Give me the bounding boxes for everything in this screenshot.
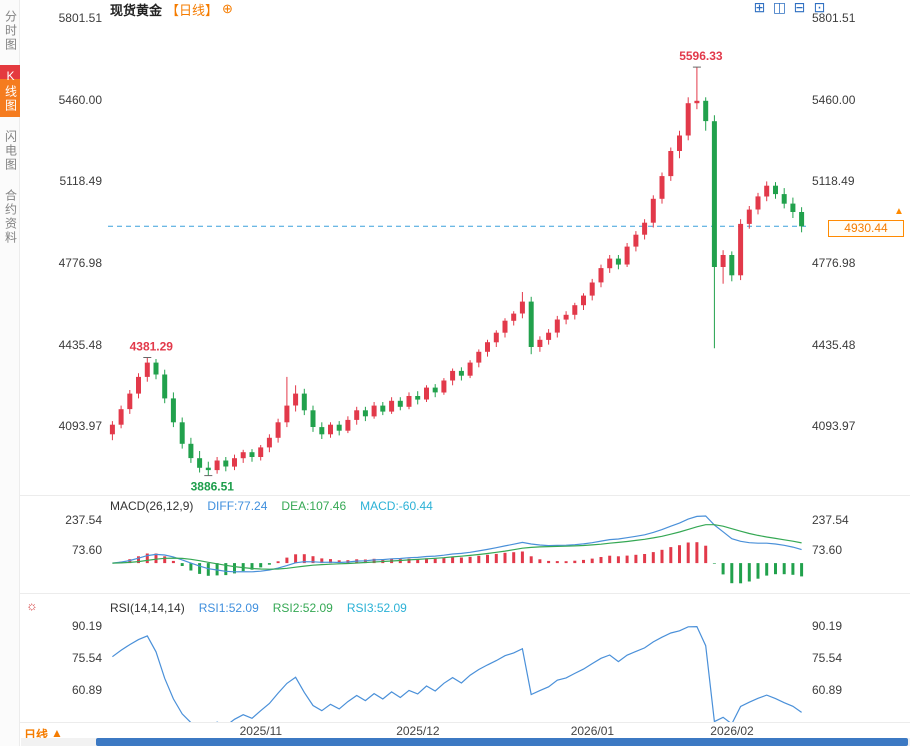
layout-popout-icon[interactable]: ⊡ — [813, 0, 826, 15]
macd-name: MACD(26,12,9) — [110, 499, 194, 513]
x-axis-label: 2026/01 — [570, 724, 615, 738]
macd-chart[interactable] — [108, 498, 806, 592]
add-indicator-icon[interactable]: ⊕ — [222, 1, 233, 16]
time-axis: 2025/11 2025/12 2026/01 2026/02 — [108, 724, 806, 739]
axis-tick-label: 5118.49 — [812, 174, 855, 189]
axis-tick-label: 4093.97 — [58, 419, 102, 434]
indicator-settings-icon[interactable]: ☼ — [26, 598, 38, 613]
axis-tick-label: 5118.49 — [59, 174, 103, 189]
x-axis-label: 2025/12 — [396, 724, 440, 738]
rsi-label-row: RSI(14,14,14) RSI1:52.09 RSI2:52.09 RSI3… — [110, 601, 407, 615]
layout-toolbar: ⊞ ◫ ⊟ ⊡ — [752, 0, 827, 15]
panel-divider — [20, 593, 910, 594]
axis-tick-label: 73.60 — [812, 542, 843, 557]
layout-rows-icon[interactable]: ⊟ — [793, 0, 806, 15]
axis-tick-label: 5460.00 — [58, 92, 102, 107]
chart-header: 现货黄金 【日线】 ⊕ — [110, 1, 233, 18]
symbol-title: 现货黄金 — [110, 2, 163, 18]
axis-tick-label: 5801.51 — [58, 11, 102, 26]
chevron-up-icon: ▲ — [51, 726, 63, 740]
panel-divider — [20, 495, 910, 496]
rsi1-value: RSI1:52.09 — [198, 601, 259, 615]
axis-tick-label: 4776.98 — [812, 255, 856, 270]
rsi-name: RSI(14,14,14) — [110, 601, 185, 615]
sidebar-tab-lightning-chart[interactable]: 闪电图 — [3, 130, 18, 172]
panel-divider — [20, 722, 910, 723]
axis-tick-label: 75.54 — [812, 650, 843, 665]
macd-macd-value: MACD:-60.44 — [360, 499, 433, 513]
sidebar-tab-time-chart[interactable]: 分时图 — [3, 10, 18, 52]
price-annotation: 5596.33 — [679, 49, 723, 63]
axis-tick-label: 5460.00 — [812, 92, 856, 107]
axis-tick-label: 75.54 — [71, 650, 102, 665]
rsi2-value: RSI2:52.09 — [272, 601, 333, 615]
axis-tick-label: 90.19 — [812, 618, 843, 633]
x-axis-label: 2026/02 — [710, 724, 754, 738]
axis-tick-label: 60.89 — [812, 682, 843, 697]
axis-tick-label: 237.54 — [812, 513, 849, 528]
layout-columns-icon[interactable]: ◫ — [772, 0, 787, 15]
x-axis-label: 2025/11 — [239, 724, 283, 738]
sidebar-tab-kline-chart[interactable]: K线图 — [0, 65, 20, 117]
axis-tick-label: 4093.97 — [812, 419, 856, 434]
current-price-tag: 4930.44 — [828, 220, 904, 237]
main-candlestick-chart[interactable]: 4381.29 3886.51 5596.33 — [108, 16, 806, 494]
macd-diff-value: DIFF:77.24 — [207, 499, 268, 513]
axis-tick-label: 237.54 — [65, 513, 102, 528]
axis-tick-label: 73.60 — [71, 542, 102, 557]
macd-dea-value: DEA:107.46 — [281, 499, 347, 513]
scrollbar-thumb[interactable] — [96, 738, 908, 746]
price-up-arrow-icon: ▲ — [894, 206, 904, 217]
period-tag: 【日线】 — [166, 2, 219, 18]
sidebar: 分时图 K线图 闪电图 合约资料 — [0, 0, 20, 746]
price-annotation: 4381.29 — [130, 340, 174, 354]
price-annotation: 3886.51 — [191, 480, 235, 494]
axis-tick-label: 4776.98 — [58, 255, 102, 270]
sidebar-tab-contract-info[interactable]: 合约资料 — [3, 189, 18, 245]
axis-tick-label: 5801.51 — [812, 11, 856, 26]
axis-tick-label: 90.19 — [71, 618, 102, 633]
layout-grid-icon[interactable]: ⊞ — [753, 0, 766, 15]
axis-tick-label: 60.89 — [71, 682, 102, 697]
axis-tick-label: 4435.48 — [58, 337, 102, 352]
rsi-chart[interactable] — [108, 598, 806, 722]
rsi3-value: RSI3:52.09 — [346, 601, 407, 615]
macd-label-row: MACD(26,12,9) DIFF:77.24 DEA:107.46 MACD… — [110, 499, 433, 513]
axis-tick-label: 4435.48 — [812, 337, 856, 352]
